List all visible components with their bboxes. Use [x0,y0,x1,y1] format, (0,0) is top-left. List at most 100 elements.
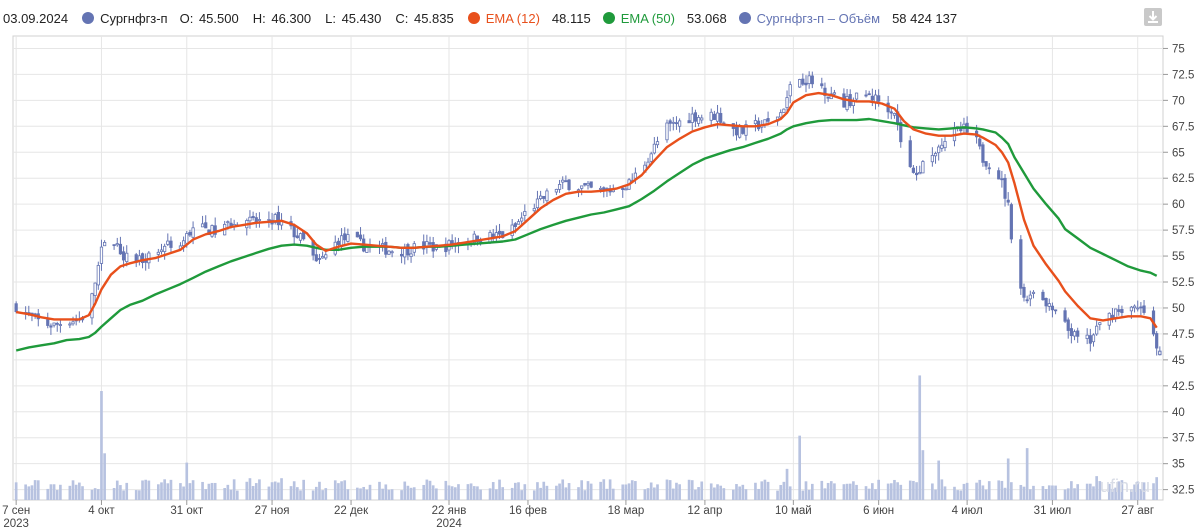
candle-body [652,143,656,154]
volume-bar [867,488,871,500]
volume-bar [409,487,413,500]
volume-bar [30,485,34,500]
volume-bar [182,486,185,500]
candle-body [267,219,271,221]
volume-bar [362,486,366,500]
candle-body [599,187,603,190]
volume-bar [425,479,429,500]
y-tick-label: 40 [1172,407,1185,419]
volume-bar [621,484,625,500]
candle-body [516,221,521,225]
volume-bar [874,489,877,500]
volume-bar [829,481,833,500]
candle-body [163,245,167,252]
volume-bar [33,480,37,500]
legend-ema12[interactable]: EMA (12) 48.115 [467,11,591,26]
candle-body [782,108,786,113]
legend-volume[interactable]: Сургнфгз-п – Объём 58 424 137 [738,11,957,26]
volume-bar [776,490,779,500]
candle-body [112,244,116,247]
volume-bar [934,489,937,500]
volume-bar [1130,489,1133,500]
candle-body [355,231,359,238]
volume-bar [346,489,350,500]
volume-bar [1107,483,1111,500]
volume-bar [782,481,786,500]
volume-bar [472,486,476,500]
candle-body [1031,291,1036,294]
download-button[interactable] [1144,8,1162,26]
volume-bar [871,483,874,500]
volume-bar [1136,481,1140,500]
candle-body [1142,305,1146,313]
volume-bar [453,487,457,500]
candle-body [55,323,59,325]
volume-bar [915,482,918,500]
volume-bar [381,488,384,500]
volume-bar [602,479,606,500]
volume-bar [1006,458,1010,500]
volume-bar [160,482,163,500]
volume-bar [251,486,255,500]
volume-bar [435,488,438,500]
candle-body [766,118,770,122]
volume-bar [166,483,170,500]
volume-bar [188,483,192,500]
candle-body [387,250,391,255]
legend-open: O: 45.500 [179,10,239,26]
candle-body [191,227,195,238]
candle-body [422,241,426,250]
y-tick-label: 62.5 [1172,173,1194,185]
candle-body [823,87,827,96]
candle-body [1088,335,1092,344]
volume-bar [447,485,451,500]
candle-body [738,125,742,138]
volume-bar [318,481,321,500]
volume-bar [675,482,678,500]
volume-bar [299,490,302,500]
candle-body [1022,286,1026,298]
y-tick-label: 45 [1172,355,1185,367]
volume-bar [1085,483,1089,500]
volume-bar [611,488,615,500]
candle-body [188,231,192,236]
candle-body [734,126,739,136]
x-tick-year: 2024 [436,518,462,530]
candle-body [251,215,255,218]
y-tick-label: 32.5 [1172,485,1194,497]
candle-body [997,170,1001,180]
candle-body [1132,305,1137,309]
legend-ema50[interactable]: EMA (50) 53.068 [602,11,727,26]
candle-body [715,112,720,122]
candle-body [719,113,723,123]
volume-bar [807,489,811,500]
volume-bar [943,486,947,500]
legend-instrument[interactable]: Сургнфгз-п [82,11,168,26]
y-axis: 32.5 35 37.5 40 42.5 45 47.5 50 52.5 55 57.5 60 62.5… [1163,43,1194,497]
candle-body [937,146,941,154]
candle-body [497,230,502,235]
y-tick-label: 42.5 [1172,381,1194,393]
y-tick-label: 52.5 [1172,277,1194,289]
volume-bar [412,487,416,500]
volume-bar [643,489,647,500]
candle-body [586,182,590,186]
volume-bar [469,483,473,500]
candle-body [820,83,824,87]
x-tick-label: 27 авг [1121,505,1154,517]
candle-body [930,154,934,163]
candle-body [1066,319,1070,331]
candle-body [1069,328,1073,337]
download-icon [1148,11,1158,23]
volume-bar [403,481,407,500]
candle-body [204,222,208,229]
candle-body [1136,307,1140,310]
candle-body [649,153,653,162]
candle-body [140,253,145,263]
candle-body [156,251,160,255]
volume-bar [163,479,166,500]
candle-body [867,93,871,96]
volume-bar [931,483,934,500]
plot-frame [12,35,1164,501]
volume-bar [1095,476,1098,500]
